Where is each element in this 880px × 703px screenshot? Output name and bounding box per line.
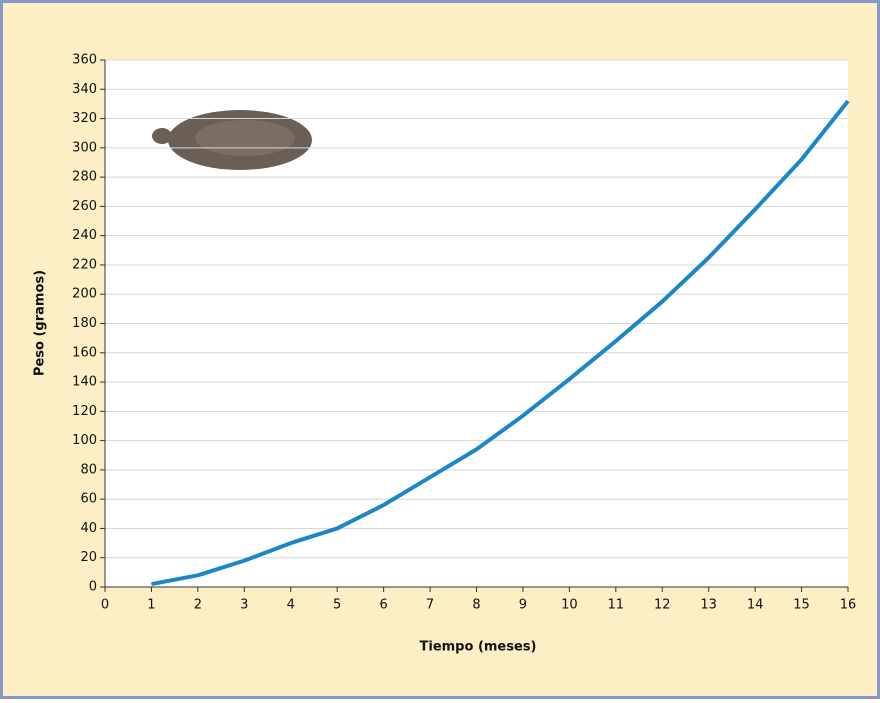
x-tick-label: 10	[561, 598, 578, 613]
x-tick-label: 3	[240, 598, 248, 613]
y-tick-label: 60	[80, 492, 97, 507]
y-tick-label: 20	[80, 550, 97, 565]
x-tick-label: 14	[747, 598, 764, 613]
y-tick-label: 200	[72, 287, 97, 302]
y-tick-label: 300	[72, 140, 97, 155]
y-tick-label: 80	[80, 462, 97, 477]
x-tick-label: 6	[379, 598, 387, 613]
y-axis-label: Peso (gramos)	[33, 270, 48, 376]
x-tick-label: 0	[101, 598, 109, 613]
y-tick-label: 160	[72, 345, 97, 360]
y-tick-label: 40	[80, 521, 97, 536]
x-tick-label: 13	[700, 598, 717, 613]
x-tick-label: 7	[426, 598, 434, 613]
x-axis-label: Tiempo (meses)	[420, 640, 537, 655]
y-tick-label: 360	[72, 53, 97, 68]
y-tick-label: 100	[72, 433, 97, 448]
y-tick-label: 180	[72, 316, 97, 331]
y-tick-label: 120	[72, 404, 97, 419]
y-tick-label: 0	[89, 580, 97, 595]
x-tick-label: 11	[608, 598, 625, 613]
y-tick-label: 320	[72, 111, 97, 126]
x-tick-label: 15	[793, 598, 810, 613]
x-tick-label: 9	[519, 598, 527, 613]
x-tick-label: 16	[840, 598, 857, 613]
y-tick-label: 280	[72, 170, 97, 185]
x-tick-label: 1	[147, 598, 155, 613]
y-tick-label: 140	[72, 375, 97, 390]
x-tick-label: 5	[333, 598, 341, 613]
x-tick-label: 12	[654, 598, 671, 613]
y-tick-label: 340	[72, 82, 97, 97]
x-tick-label: 4	[287, 598, 295, 613]
x-tick-label: 8	[472, 598, 480, 613]
data-line	[151, 99, 850, 587]
y-tick-label: 220	[72, 257, 97, 272]
y-tick-label: 240	[72, 228, 97, 243]
fish-illustration	[152, 110, 312, 170]
y-tick-label: 260	[72, 199, 97, 214]
x-tick-label: 2	[194, 598, 202, 613]
